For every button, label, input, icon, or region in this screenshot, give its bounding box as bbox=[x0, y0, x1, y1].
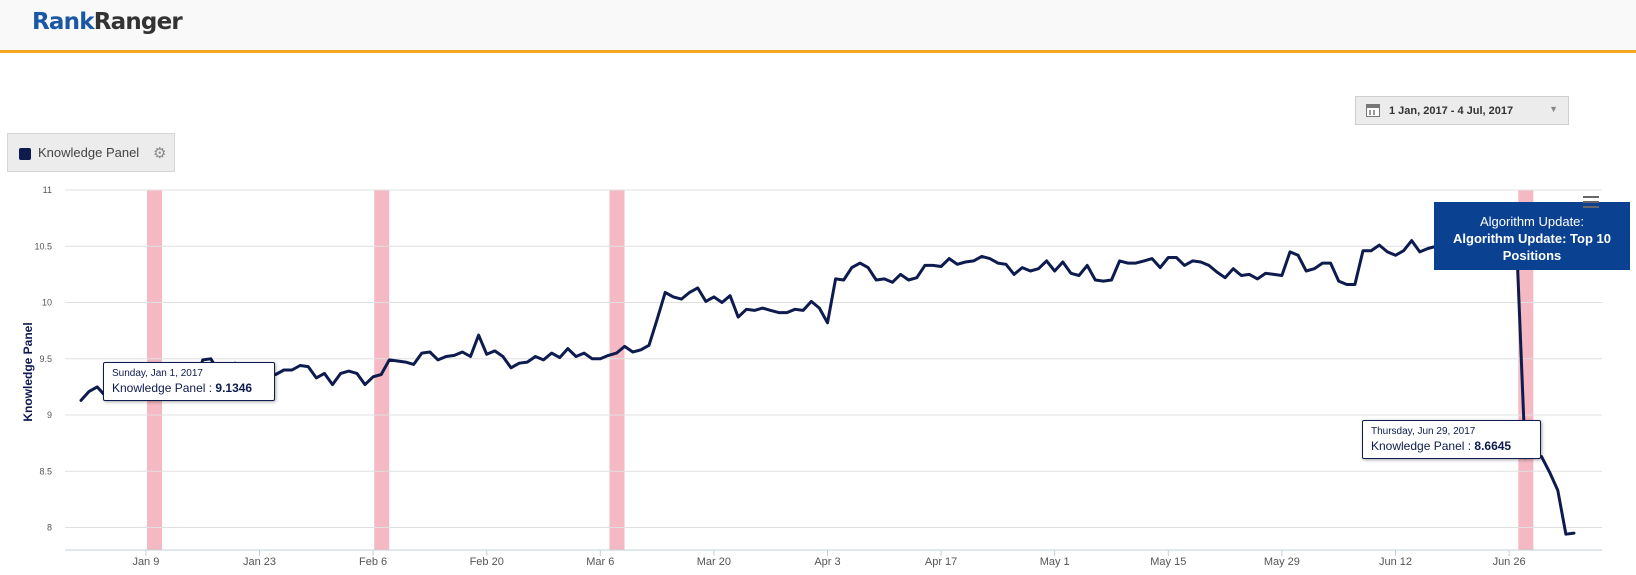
date-range-label: 1 Jan, 2017 - 4 Jul, 2017 bbox=[1389, 105, 1514, 117]
algorithm-tooltip-title: Algorithm Update: bbox=[1479, 214, 1585, 229]
algorithm-update-band bbox=[1518, 190, 1534, 550]
y-tick-label: 8 bbox=[47, 523, 52, 533]
tooltip-series-label: Knowledge Panel : bbox=[112, 381, 216, 395]
y-tick-label: 10 bbox=[42, 298, 52, 308]
y-axis-label: Knowledge Panel bbox=[21, 322, 35, 421]
algorithm-update-tooltip: Algorithm Update: Algorithm Update: Top … bbox=[1434, 202, 1630, 270]
logo-part-rank: Rank bbox=[32, 9, 94, 35]
x-tick-label: Apr 3 bbox=[814, 556, 840, 568]
data-tooltip-second: Thursday, Jun 29, 2017 Knowledge Panel :… bbox=[1362, 420, 1541, 459]
tooltip-date: Sunday, Jan 1, 2017 bbox=[112, 368, 203, 379]
x-tick-label: Mar 20 bbox=[697, 556, 731, 568]
y-tick-label: 9.5 bbox=[39, 354, 52, 364]
x-tick-label: Apr 17 bbox=[925, 556, 957, 568]
rankranger-logo[interactable]: RankRanger bbox=[32, 9, 183, 35]
x-tick-label: Mar 6 bbox=[586, 556, 614, 568]
tooltip-series-label: Knowledge Panel : bbox=[1371, 439, 1475, 453]
top-bar: RankRanger bbox=[0, 0, 1636, 53]
x-tick-label: Jan 9 bbox=[132, 556, 159, 568]
data-tooltip-first: Sunday, Jan 1, 2017 Knowledge Panel : 9.… bbox=[103, 362, 275, 401]
calendar-icon bbox=[1366, 104, 1380, 117]
logo-part-ranger: Ranger bbox=[93, 9, 183, 35]
y-tick-label: 11 bbox=[43, 185, 52, 195]
x-tick-label: Feb 6 bbox=[359, 556, 387, 568]
algorithm-tooltip-text: Algorithm Update: Top 10 Positions bbox=[1453, 231, 1611, 263]
y-tick-label: 10.5 bbox=[34, 241, 52, 251]
chart-menu-icon[interactable] bbox=[1583, 196, 1599, 208]
legend-swatch bbox=[19, 148, 31, 160]
x-tick-label: May 29 bbox=[1264, 556, 1300, 568]
series-legend-button[interactable]: Knowledge Panel ⚙ bbox=[7, 133, 175, 172]
x-tick-label: Jun 12 bbox=[1379, 556, 1412, 568]
tooltip-date: Thursday, Jun 29, 2017 bbox=[1371, 426, 1476, 437]
algorithm-update-band bbox=[609, 190, 625, 550]
y-tick-label: 9 bbox=[47, 410, 52, 420]
y-tick-label: 8.5 bbox=[39, 466, 52, 476]
algorithm-update-band bbox=[374, 190, 390, 550]
date-range-picker[interactable]: 1 Jan, 2017 - 4 Jul, 2017 ▼ bbox=[1355, 96, 1569, 125]
dropdown-arrow-icon: ▼ bbox=[1549, 104, 1558, 114]
x-tick-label: May 15 bbox=[1150, 556, 1186, 568]
series-line-knowledge-panel bbox=[79, 239, 1576, 536]
tooltip-value: 9.1346 bbox=[215, 381, 253, 395]
gear-icon[interactable]: ⚙ bbox=[153, 145, 167, 162]
x-tick-label: Jun 26 bbox=[1493, 556, 1526, 568]
x-tick-label: Jan 23 bbox=[243, 556, 276, 568]
x-tick-label: May 1 bbox=[1040, 556, 1070, 568]
tooltip-value: 8.6645 bbox=[1474, 439, 1512, 453]
legend-label: Knowledge Panel bbox=[38, 145, 140, 160]
x-tick-label: Feb 20 bbox=[470, 556, 504, 568]
